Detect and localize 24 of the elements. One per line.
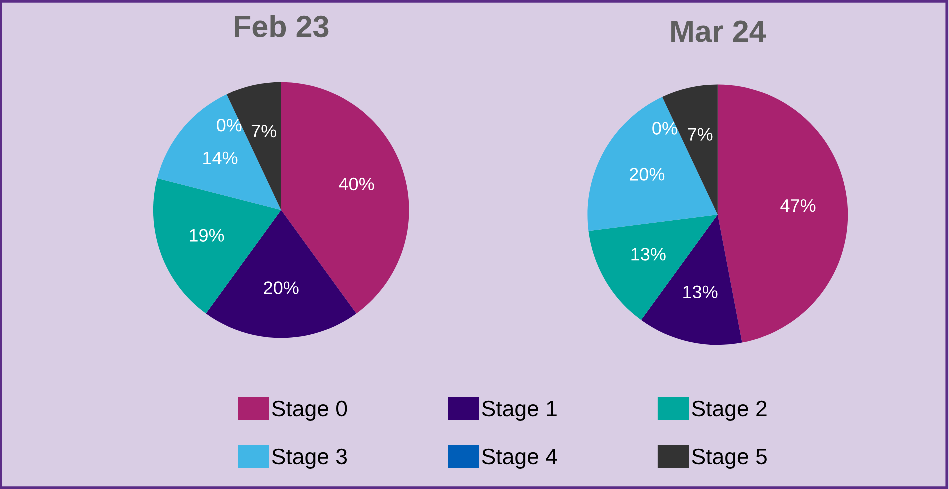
data-label: 20% [630,168,665,181]
pie-slice [157,94,282,210]
data-label: 7% [252,125,276,138]
pie-slice [588,97,718,232]
chart-title: Feb 23 [235,15,329,38]
text: 0% [652,122,678,135]
data-label: 14% [204,152,238,164]
legend-label: Stage 2 [692,400,767,422]
legend-label: Stage 5 [692,448,767,469]
chart-title: Mar 24 [672,20,766,42]
legend-label: Stage 4 [482,448,558,469]
data-label: 13% [684,286,718,299]
text: 0% [217,118,242,132]
data-label: 40% [339,178,374,191]
data-label: 20% [264,282,299,294]
data-label: 19% [190,229,224,242]
pie-slice [588,214,718,320]
data-label: 47% [780,199,816,212]
data-label: 7% [688,128,713,141]
legend-label: Stage 0 [272,400,348,422]
pie-slice [718,84,848,343]
legend-label: Stage 3 [272,448,348,469]
data-label: 13% [632,248,666,261]
legend-label: Stage 1 [482,400,557,422]
